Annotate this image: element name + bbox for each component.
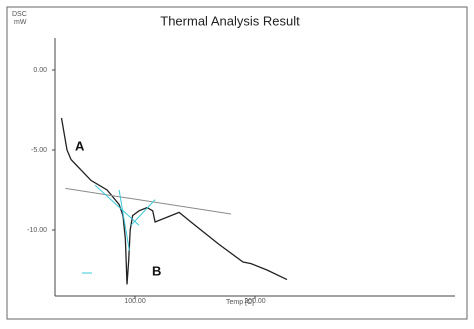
y-axis-label: DSC: [12, 11, 27, 18]
y-axis-unit: mW: [14, 19, 27, 26]
annotation: B: [152, 263, 161, 278]
curve: [60, 117, 288, 285]
curve: [65, 187, 232, 215]
y-tick-label: 0.00: [33, 67, 47, 74]
x-tick-label: 200.00: [244, 298, 266, 305]
x-tick-label: 100.00: [124, 298, 146, 305]
y-tick-label: -10.00: [27, 227, 47, 234]
x-axis-label: Temp [C]: [226, 299, 254, 306]
curve: [130, 199, 156, 226]
annotation: A: [75, 138, 85, 153]
curve: [94, 184, 140, 226]
curve: [118, 189, 130, 251]
y-tick-label: -5.00: [31, 147, 47, 154]
frame: [6, 6, 468, 320]
chart-title: Thermal Analysis Result: [160, 13, 300, 28]
